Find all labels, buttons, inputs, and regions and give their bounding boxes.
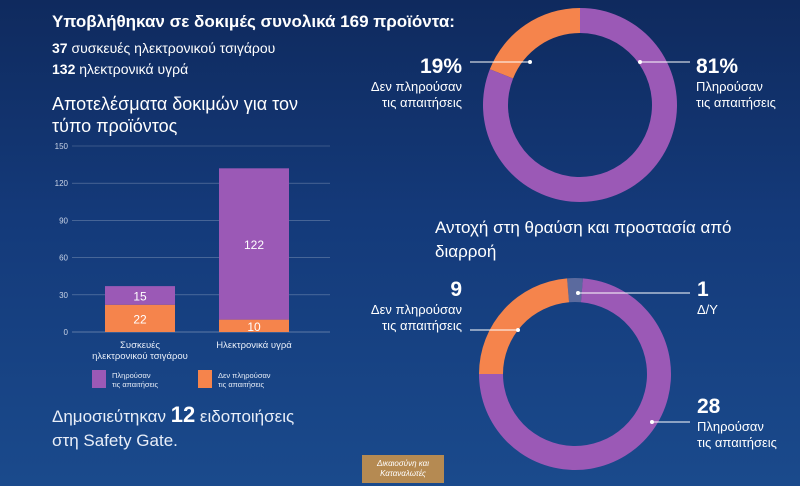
legend-swatch (198, 370, 212, 388)
y-tick-label: 60 (59, 254, 68, 263)
donut2-fail-label: 9 Δεν πληρούσαν τις απαιτήσεις (370, 278, 462, 333)
source-badge: Δικαιοσύνη και Καταναλωτές (362, 455, 444, 483)
donut1-slice-fail (489, 8, 580, 79)
legend-label: Δεν πληρούσαν (218, 371, 271, 380)
x-category-label: Ηλεκτρονικά υγρά (216, 340, 292, 351)
bar-pass-value: 122 (244, 238, 264, 252)
leader-dot (576, 291, 580, 295)
legend-swatch (92, 370, 106, 388)
legend-label: τις απαιτήσεις (218, 380, 265, 389)
y-tick-label: 120 (55, 179, 69, 188)
bar-fail-value: 10 (247, 320, 261, 334)
leader-dot (638, 60, 642, 64)
legend-label: Πληρούσαν (112, 371, 151, 380)
notifications-summary: Δημοσιεύτηκαν 12 ειδοποιήσεις στη Safety… (52, 402, 295, 451)
legend-label: τις απαιτήσεις (112, 380, 159, 389)
liquids-count: 132 ηλεκτρονικά υγρά (52, 61, 189, 77)
donut2-title: Αντοχή στη θραύση και προστασία από διαρ… (435, 218, 732, 261)
x-category-label: Συσκευές (120, 340, 160, 351)
donut2-pass-label: 28 Πληρούσαν τις απαιτήσεις (697, 395, 777, 450)
donut2-slice-fail (479, 278, 570, 374)
bar-pass (219, 168, 289, 320)
leader-dot (528, 60, 532, 64)
x-category-label: ηλεκτρονικού τσιγάρου (92, 351, 188, 362)
leader-dot (516, 328, 520, 332)
y-tick-label: 150 (55, 142, 69, 151)
leader-dot (650, 420, 654, 424)
bar-fail-value: 22 (133, 312, 147, 326)
headline: Υποβλήθηκαν σε δοκιμές συνολικά 169 προϊ… (52, 12, 455, 31)
devices-count: 37 συσκευές ηλεκτρονικού τσιγάρου (52, 40, 276, 56)
bar-fail (105, 304, 175, 332)
donut-chart-overall (470, 8, 690, 203)
donut1-pass-label: 81% Πληρούσαν τις απαιτήσεις (696, 55, 776, 110)
donut2-slice-na (567, 278, 583, 303)
bar-pass-value: 15 (133, 289, 147, 303)
y-tick-label: 30 (59, 291, 68, 300)
bar-fail (219, 319, 289, 332)
donut1-fail-label: 19% Δεν πληρούσαν τις απαιτήσεις (370, 55, 462, 110)
donut-chart-breakage (470, 278, 690, 470)
donut2-na-label: 1 Δ/Υ (697, 278, 718, 317)
bar-chart-title: Αποτελέσματα δοκιμών για τον τύπο προϊόν… (52, 94, 298, 136)
bar-pass (105, 286, 175, 305)
y-tick-label: 90 (59, 216, 68, 225)
y-tick-label: 0 (64, 328, 69, 337)
